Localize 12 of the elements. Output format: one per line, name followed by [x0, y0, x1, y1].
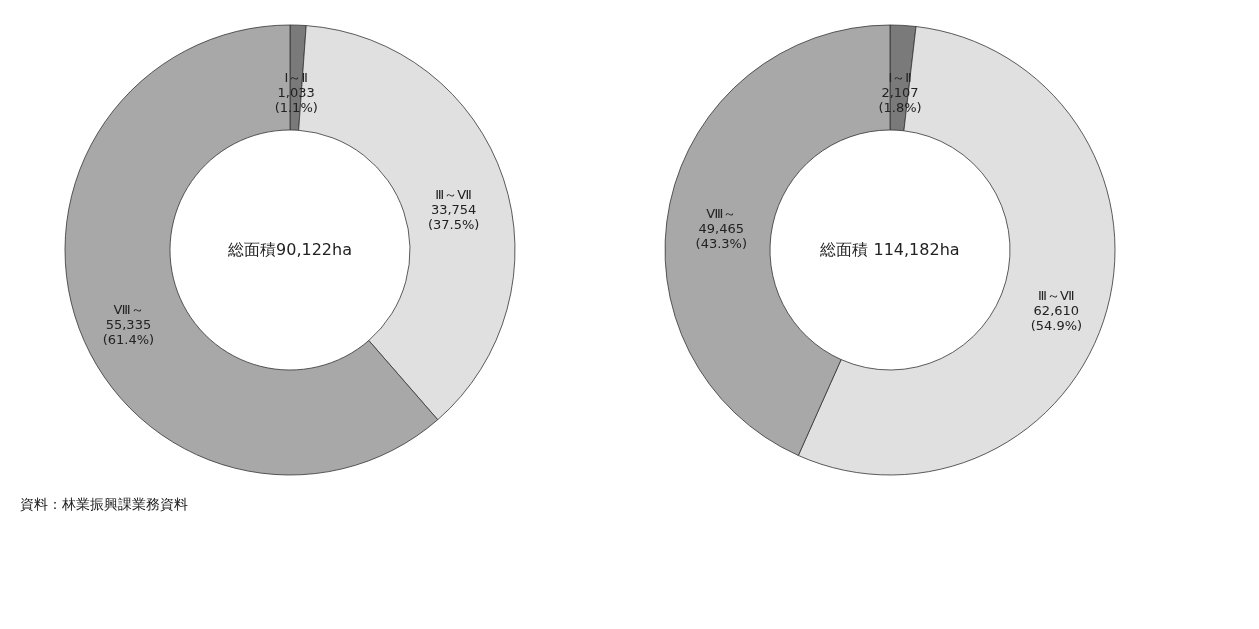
data-label: 55,335 (61.4%)	[102, 317, 155, 348]
slice-label: Ⅲ～Ⅶ	[435, 187, 472, 203]
slice-label: Ⅲ～Ⅶ	[1038, 287, 1075, 303]
text: 総面積90,122ha	[227, 240, 352, 259]
text: 総面積 114,182ha	[819, 240, 960, 259]
text: 資料：林業振興課業務資料	[20, 496, 188, 512]
slice-label: Ⅷ～	[706, 206, 737, 222]
data-label: 33,754 (37.5%)	[427, 202, 480, 233]
data-label: 49,465 (43.3%)	[695, 221, 748, 252]
slice-label: Ⅰ～Ⅱ	[284, 69, 308, 85]
data-label: 62,610 (54.9%)	[1030, 302, 1083, 333]
slice-label: Ⅷ～	[113, 302, 144, 318]
